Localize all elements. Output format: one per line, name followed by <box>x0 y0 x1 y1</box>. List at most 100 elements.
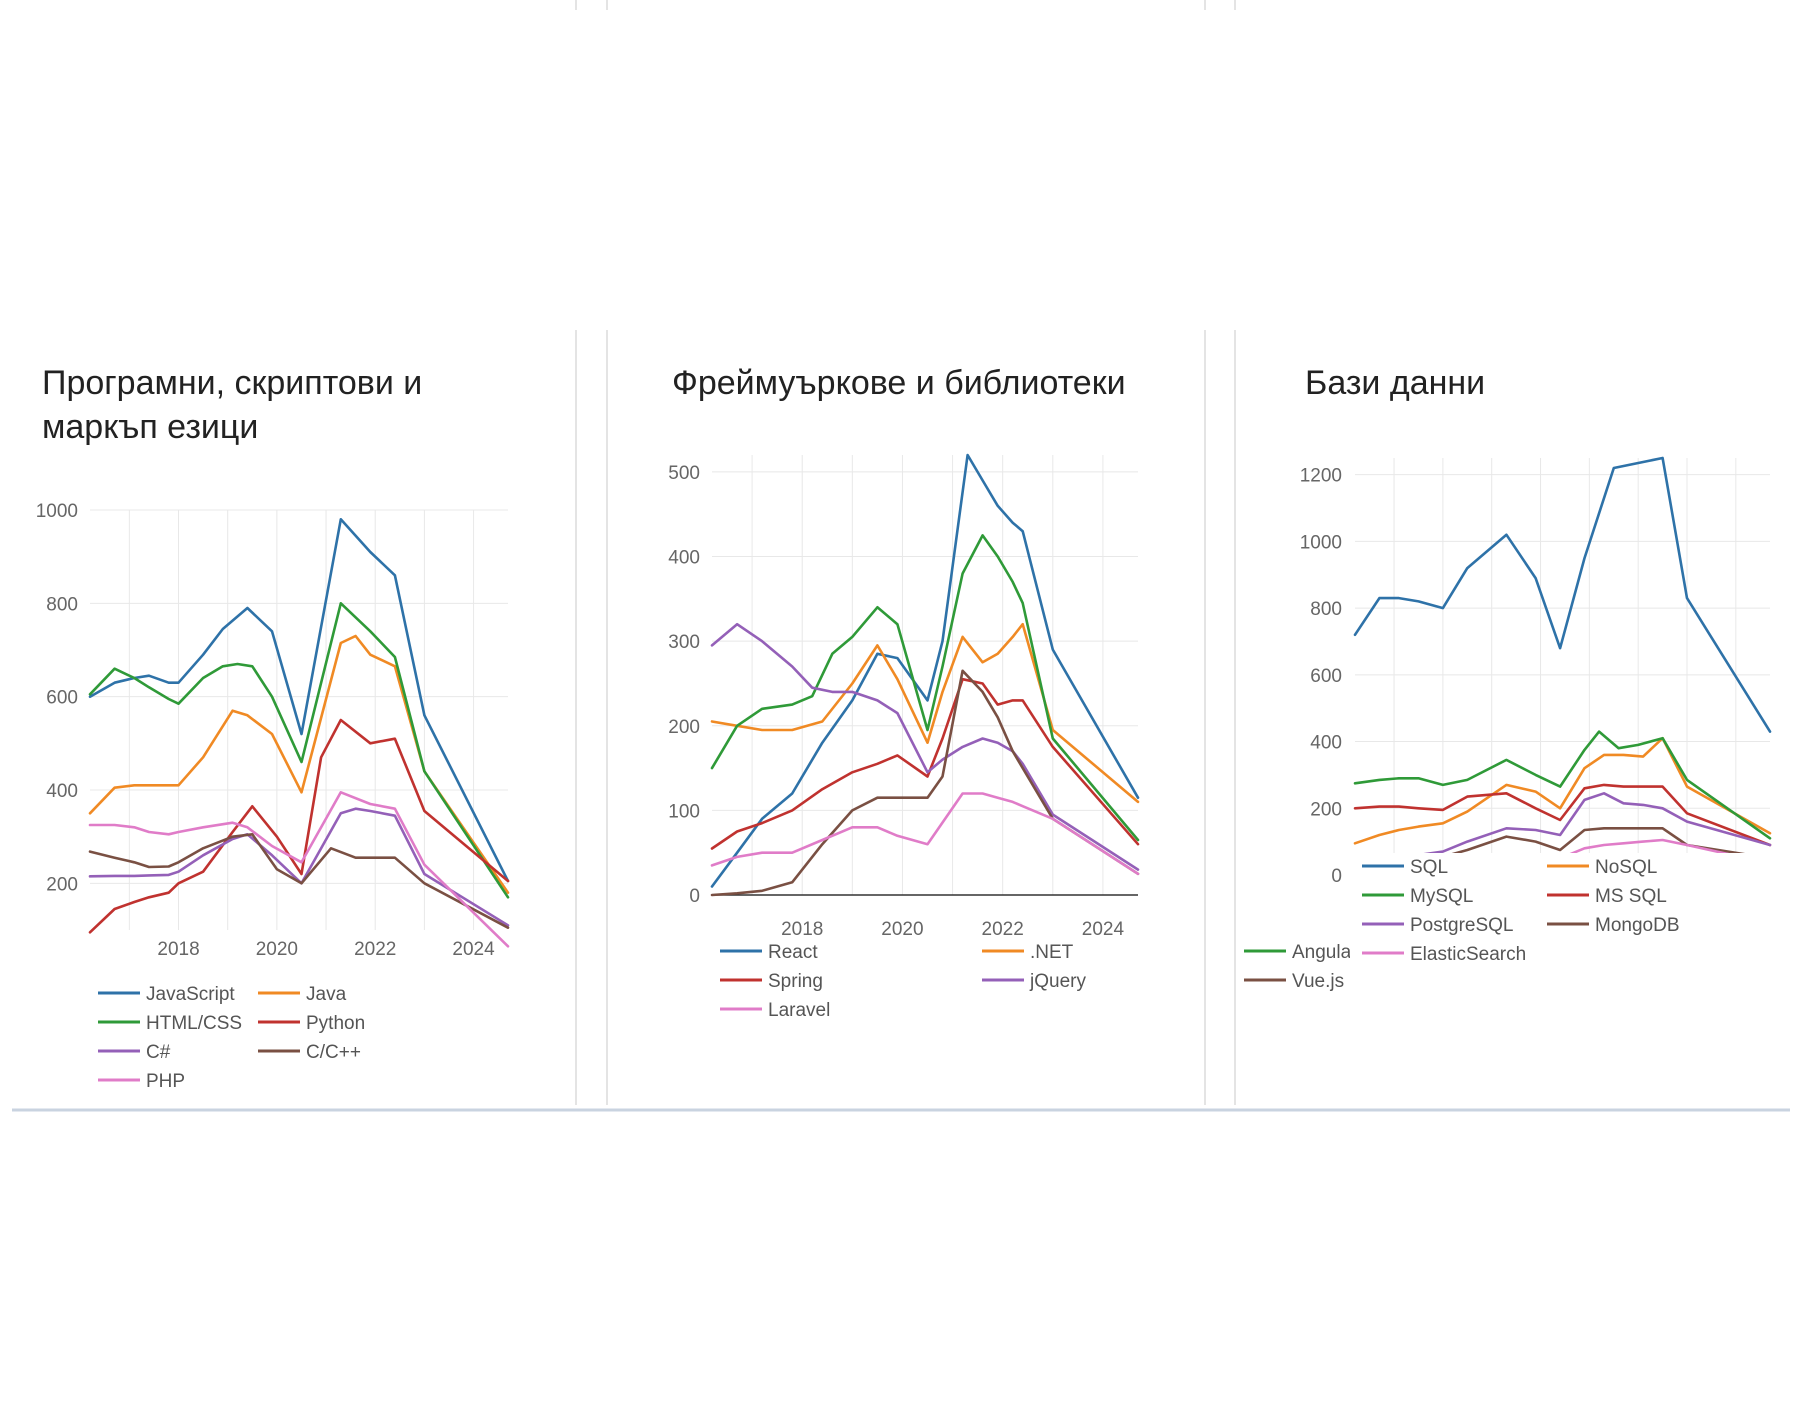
legend-label: C/C++ <box>306 1042 361 1063</box>
series-line-html-css <box>88 601 510 899</box>
x-tick-label: 2018 <box>157 939 199 960</box>
series-line-javascript <box>88 517 510 883</box>
x-tick-label: 2024 <box>1082 919 1125 940</box>
series-line-vue-js <box>710 669 1140 897</box>
y-tick-label: 200 <box>668 717 700 738</box>
legend-label: Python <box>306 1013 365 1034</box>
legend-background <box>1350 853 1803 981</box>
y-tick-label: 0 <box>1331 866 1342 887</box>
y-tick-label: 0 <box>689 886 700 907</box>
series-line-c-c- <box>88 832 510 930</box>
legend-label: SQL <box>1410 857 1448 878</box>
legend-item: C# <box>98 1042 171 1063</box>
y-tick-label: 500 <box>668 463 700 484</box>
legend-item: Spring <box>720 971 823 992</box>
y-tick-label: 800 <box>1310 599 1342 620</box>
legend-label: JavaScript <box>146 984 235 1005</box>
legend-item: SQL <box>1362 857 1448 878</box>
series-line-php <box>88 790 510 948</box>
y-tick-label: 400 <box>1310 733 1342 754</box>
y-tick-label: 200 <box>1310 799 1342 820</box>
legend-item: MS SQL <box>1547 886 1667 907</box>
legend-label: Java <box>306 984 347 1005</box>
y-tick-label: 400 <box>668 548 700 569</box>
legend: SQL NoSQL MySQL MS SQL PostgreSQL MongoDB Elas… <box>1350 853 1803 981</box>
legend-item: MongoDB <box>1547 915 1680 936</box>
series-line-laravel <box>710 792 1140 876</box>
legend-label: Angular <box>1292 942 1358 963</box>
chart-databases: Бази данни0200400600800100012002024SQLNo… <box>1300 364 1803 981</box>
legend-item: PostgreSQL <box>1362 915 1514 936</box>
x-tick-label: 2022 <box>354 939 396 960</box>
chart-title-line: Програмни, скриптови и <box>42 364 422 402</box>
chart-title-line: Бази данни <box>1305 364 1485 402</box>
legend-label: ElasticSearch <box>1410 944 1526 965</box>
legend: JavaScript Java HTML/CSS Python C# C/C++ PHP <box>98 984 365 1092</box>
y-tick-label: 1000 <box>1300 532 1342 553</box>
grid <box>1355 458 1770 876</box>
legend-item: Vue.js <box>1244 971 1344 992</box>
legend: React .NET Angular Spring jQuery Vue.js Larave… <box>720 942 1358 1021</box>
legend-label: PHP <box>146 1071 185 1092</box>
panel-dividers <box>12 0 1790 1112</box>
legend-item: jQuery <box>982 971 1086 992</box>
legend-item: MySQL <box>1362 886 1473 907</box>
legend-label: MongoDB <box>1595 915 1680 936</box>
legend-label: Laravel <box>768 1000 830 1021</box>
y-tick-label: 800 <box>46 594 78 615</box>
series-line-mysql <box>1353 730 1772 840</box>
y-tick-label: 600 <box>46 688 78 709</box>
y-tick-label: 1000 <box>36 501 78 522</box>
series-line--net <box>710 622 1140 804</box>
legend-item: .NET <box>982 942 1074 963</box>
legend-label: C# <box>146 1042 171 1063</box>
y-tick-label: 200 <box>46 874 78 895</box>
chart-title-line: Фреймуъркове и библиотеки <box>672 364 1126 402</box>
legend-item: C/C++ <box>258 1042 361 1063</box>
x-tick-label: 2018 <box>781 919 823 940</box>
y-tick-label: 300 <box>668 632 700 653</box>
legend-item: Angular <box>1244 942 1358 963</box>
series-line-ms-sql <box>1353 783 1772 847</box>
x-tick-label: 2022 <box>982 919 1024 940</box>
series-line-nosql <box>1353 736 1772 845</box>
legend-item: HTML/CSS <box>98 1013 242 1034</box>
chart-languages: Програмни, скриптови и маркъп езици 200 400… <box>36 364 510 1092</box>
legend-label: NoSQL <box>1595 857 1657 878</box>
legend-label: MS SQL <box>1595 886 1667 907</box>
x-tick-label: 2020 <box>881 919 923 940</box>
legend-item: Python <box>258 1013 365 1034</box>
x-tick-label: 2024 <box>452 939 495 960</box>
y-tick-label: 600 <box>1310 666 1342 687</box>
series-line-java <box>88 634 510 895</box>
legend-label: React <box>768 942 818 963</box>
chart-title-line: маркъп езици <box>42 408 258 446</box>
y-tick-label: 100 <box>668 801 700 822</box>
legend-item: React <box>720 942 818 963</box>
legend-item: ElasticSearch <box>1362 944 1526 965</box>
chart-title: Програмни, скриптови и маркъп езици <box>42 364 422 446</box>
legend-item: NoSQL <box>1547 857 1657 878</box>
legend-label: HTML/CSS <box>146 1013 242 1034</box>
legend-item: JavaScript <box>98 984 235 1005</box>
chart-title: Бази данни <box>1305 364 1485 402</box>
series-line-angular <box>710 534 1140 842</box>
legend-item: Java <box>258 984 347 1005</box>
chart-frameworks: Фреймуъркове и библиотеки 0 100 200 300 400 50… <box>668 364 1358 1021</box>
series-line-spring <box>710 677 1140 850</box>
series-line-sql <box>1353 456 1772 733</box>
legend-item: Laravel <box>720 1000 830 1021</box>
y-tick-label: 400 <box>46 781 78 802</box>
legend-item: PHP <box>98 1071 185 1092</box>
chart-title: Фреймуъркове и библиотеки <box>672 364 1126 402</box>
y-tick-label: 1200 <box>1300 466 1342 487</box>
legend-label: jQuery <box>1029 971 1086 992</box>
legend-label: MySQL <box>1410 886 1473 907</box>
series-line-react <box>710 453 1140 888</box>
legend-label: PostgreSQL <box>1410 915 1514 936</box>
series-line-python <box>88 718 510 934</box>
legend-label: Vue.js <box>1292 971 1344 992</box>
x-tick-label: 2020 <box>256 939 298 960</box>
legend-label: .NET <box>1030 942 1074 963</box>
